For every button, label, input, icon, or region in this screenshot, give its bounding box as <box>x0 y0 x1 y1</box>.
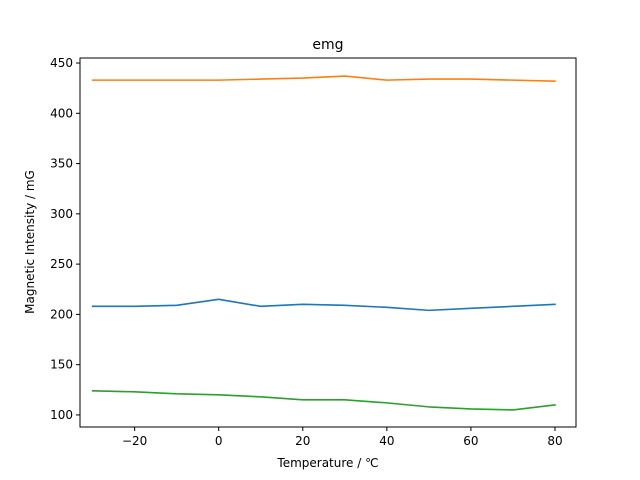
y-tick-label: 350 <box>50 157 73 171</box>
plot-area <box>91 75 556 411</box>
y-tick-label: 150 <box>50 358 73 372</box>
x-tick-label: 40 <box>379 434 394 448</box>
x-axis-label: Temperature / ℃ <box>276 456 378 470</box>
x-axis: −20 0 20 40 60 80 <box>122 427 563 448</box>
y-tick-label: 400 <box>50 106 73 120</box>
y-axis-label: Magnetic Intensity / mG <box>23 170 37 314</box>
y-tick-label: 300 <box>50 207 73 221</box>
y-tick-label: 100 <box>50 408 73 422</box>
y-tick-label: 450 <box>50 56 73 70</box>
x-tick-label: 60 <box>463 434 478 448</box>
y-tick-label: 200 <box>50 307 73 321</box>
chart-title: emg <box>312 37 343 53</box>
series-line-1 <box>91 298 556 312</box>
y-tick-label: 250 <box>50 257 73 271</box>
series-line-2 <box>91 75 556 82</box>
x-tick-label: 20 <box>295 434 310 448</box>
series-line-3 <box>91 389 556 411</box>
y-axis: 100 150 200 250 300 350 400 450 <box>50 56 80 422</box>
x-tick-label: −20 <box>122 434 147 448</box>
axes-frame <box>79 57 577 428</box>
x-tick-label: 80 <box>547 434 562 448</box>
x-tick-label: 0 <box>215 434 223 448</box>
